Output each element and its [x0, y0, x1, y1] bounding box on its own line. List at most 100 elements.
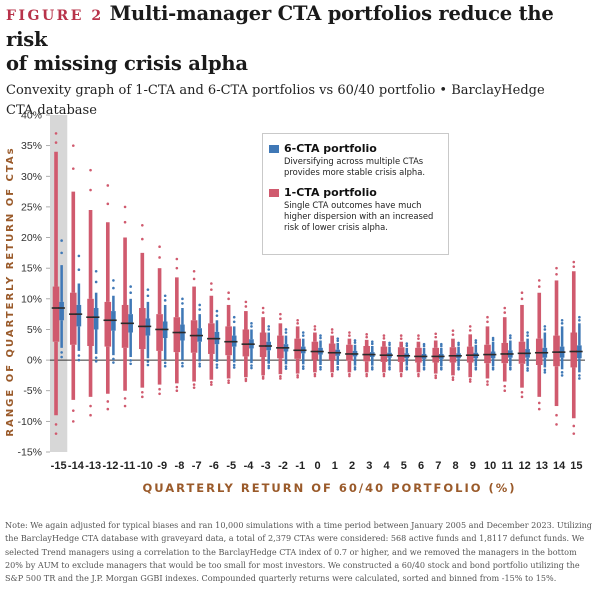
one-cta-outlier [175, 385, 179, 389]
x-tick-label: -14 [68, 460, 85, 472]
one-cta-outlier [123, 205, 127, 209]
one-cta-outlier [572, 265, 576, 268]
six-cta-outlier [163, 294, 167, 298]
six-cta-outlier [215, 309, 219, 313]
one-cta-outlier [244, 305, 248, 308]
six-cta-outlier [578, 377, 581, 380]
y-tick-label: -15% [17, 447, 42, 459]
one-cta-outlier [261, 375, 265, 379]
one-cta-outlier [123, 404, 127, 408]
one-cta-outlier [106, 202, 110, 206]
six-cta-outlier [353, 341, 357, 344]
six-cta-outlier [543, 325, 547, 328]
x-tick-label: 12 [518, 460, 530, 472]
six-cta-outlier [198, 362, 201, 366]
one-cta-outlier [365, 372, 368, 376]
y-tick-label: 40% [21, 110, 42, 122]
six-cta-outlier [336, 337, 340, 340]
six-cta-outlier [388, 343, 391, 347]
one-cta-outlier [330, 328, 334, 331]
one-cta-outlier [106, 407, 110, 411]
x-tick-label: -4 [244, 460, 255, 472]
six-cta-outlier [198, 364, 201, 368]
one-cta-outlier [348, 372, 351, 376]
one-cta-outlier [382, 372, 386, 376]
y-tick-label: 5% [27, 324, 42, 336]
x-tick-label: -2 [278, 460, 288, 472]
one-cta-outlier [330, 374, 334, 378]
one-cta-outlier [468, 325, 472, 328]
x-tick-label: 15 [570, 460, 582, 472]
legend: 6-CTA portfolio Diversifying across mult… [262, 133, 449, 255]
one-cta-outlier [503, 389, 507, 393]
one-cta-outlier [210, 282, 213, 285]
one-cta-outlier [313, 328, 317, 331]
six-cta-outlier [560, 371, 564, 374]
x-tick-label: 14 [553, 460, 566, 472]
one-cta-outlier [244, 377, 248, 381]
x-tick-label: 11 [502, 460, 514, 472]
one-cta-outlier [313, 325, 317, 328]
one-cta-outlier [434, 332, 438, 336]
x-tick-label: 6 [418, 460, 424, 472]
six-cta-outlier [526, 331, 529, 334]
figure-subtitle: Convexity graph of 1-CTA and 6-CTA portf… [6, 81, 598, 121]
six-cta-outlier [215, 363, 219, 366]
one-cta-outlier [123, 397, 127, 400]
six-cta-outlier [267, 364, 271, 368]
six-cta-outlier [77, 358, 81, 362]
one-cta-outlier [468, 378, 472, 381]
one-cta-outlier [210, 288, 213, 291]
six-cta-outlier [388, 341, 391, 345]
figure-title-line1: Multi-manager CTA portfolios reduce the … [6, 2, 554, 51]
one-cta-outlier [365, 333, 368, 336]
one-cta-box [570, 332, 578, 368]
six-cta-outlier [440, 344, 443, 348]
six-cta-outlier [284, 367, 288, 370]
six-cta-outlier [163, 364, 167, 368]
one-cta-box [311, 341, 319, 360]
one-cta-box [346, 344, 353, 361]
six-cta-outlier [129, 359, 132, 362]
six-cta-outlier [301, 331, 305, 334]
one-cta-outlier [348, 331, 351, 334]
six-cta-outlier [250, 364, 253, 367]
one-cta-outlier [555, 266, 558, 270]
six-cta-outlier [440, 366, 443, 370]
legend-desc-6-cta: Diversifying across multiple CTAs provid… [284, 156, 426, 177]
x-tick-label: -5 [226, 460, 236, 472]
six-cta-outlier [267, 325, 271, 328]
six-cta-outlier [578, 374, 581, 377]
one-cta-outlier [417, 372, 420, 376]
one-cta-outlier [451, 333, 455, 336]
six-cta-outlier [112, 286, 115, 290]
six-cta-outlier [60, 351, 63, 354]
six-cta-outlier [250, 366, 253, 370]
six-cta-outlier [319, 336, 322, 340]
six-cta-outlier [301, 334, 305, 337]
six-cta-outlier [474, 339, 478, 342]
six-cta-outlier [336, 367, 340, 371]
six-cta-outlier [336, 339, 340, 343]
one-cta-outlier [296, 374, 299, 377]
one-cta-outlier [54, 141, 58, 144]
six-cta-outlier [163, 299, 167, 302]
six-cta-outlier [560, 374, 564, 377]
six-cta-outlier [77, 254, 81, 258]
one-cta-outlier [365, 374, 368, 378]
six-cta-outlier [146, 363, 150, 367]
six-cta-outlier [94, 280, 98, 284]
y-tick-label: 25% [21, 201, 42, 213]
six-cta-outlier [319, 365, 322, 369]
one-cta-outlier [54, 423, 58, 426]
six-cta-outlier [250, 322, 253, 325]
six-cta-outlier [543, 371, 547, 374]
six-cta-outlier [250, 325, 253, 328]
one-cta-outlier [71, 144, 75, 147]
six-cta-outlier [60, 251, 63, 255]
six-cta-outlier [267, 366, 271, 370]
six-cta-outlier [422, 366, 426, 370]
six-cta-outlier [146, 294, 150, 298]
six-cta-outlier [370, 367, 374, 371]
figure-title-line2: of missing crisis alpha [6, 52, 248, 75]
